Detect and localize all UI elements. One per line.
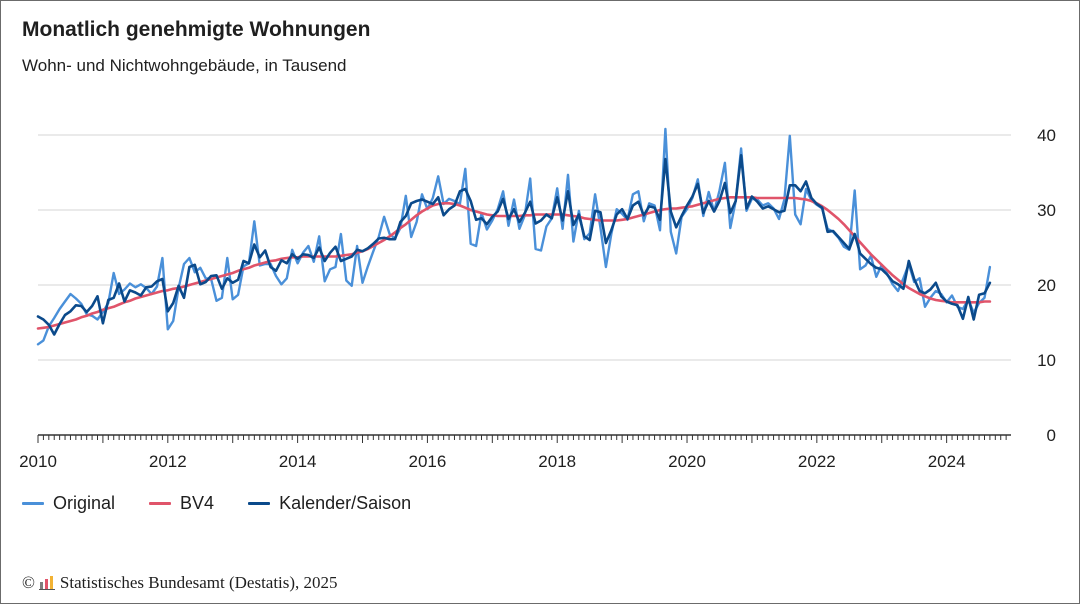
x-tick-label: 2010 <box>19 452 57 471</box>
source-footer: © Statistisches Bundesamt (Destatis), 20… <box>22 573 338 593</box>
x-tick-label: 2014 <box>279 452 317 471</box>
y-tick-label: 40 <box>1037 126 1056 145</box>
series-line-original <box>36 127 992 346</box>
y-tick-label: 0 <box>1047 426 1056 445</box>
x-tick-label: 2012 <box>149 452 187 471</box>
y-tick-label: 30 <box>1037 201 1056 220</box>
x-tick-label: 2018 <box>538 452 576 471</box>
y-tick-label: 10 <box>1037 351 1056 370</box>
x-tick-label: 2016 <box>409 452 447 471</box>
x-tick-label: 2020 <box>668 452 706 471</box>
chart-title: Monatlich genehmigte Wohnungen <box>22 18 371 41</box>
series-line-kalender-saison <box>36 154 992 336</box>
y-axis: 0 10 20 30 40 <box>1037 126 1056 445</box>
copyright-symbol: © <box>22 573 35 592</box>
legend-item-original[interactable]: Original <box>22 493 115 514</box>
legend-swatch-kalender-saison <box>248 502 271 505</box>
legend-swatch-bv4 <box>149 502 172 505</box>
x-tick-label: 2022 <box>798 452 836 471</box>
x-axis: 2010 2012 2014 2016 2018 2020 2022 2024 <box>19 434 1011 471</box>
y-tick-label: 20 <box>1037 276 1056 295</box>
legend: Original BV4 Kalender/Saison <box>22 493 445 514</box>
chart-subtitle: Wohn- und Nichtwohngebäude, in Tausend <box>22 56 347 75</box>
legend-label-bv4: BV4 <box>180 493 215 513</box>
x-tick-label: 2024 <box>928 452 966 471</box>
source-text: Statistisches Bundesamt (Destatis), 2025 <box>59 573 338 592</box>
destatis-logo-icon <box>38 576 55 590</box>
legend-item-bv4[interactable]: BV4 <box>149 493 214 514</box>
legend-label-kalender-saison: Kalender/Saison <box>279 493 412 513</box>
legend-swatch-original <box>22 502 44 505</box>
legend-item-kalender-saison[interactable]: Kalender/Saison <box>248 493 411 514</box>
series-line-bv4 <box>36 196 992 330</box>
series-lines <box>36 127 992 346</box>
legend-label-original: Original <box>53 493 116 513</box>
